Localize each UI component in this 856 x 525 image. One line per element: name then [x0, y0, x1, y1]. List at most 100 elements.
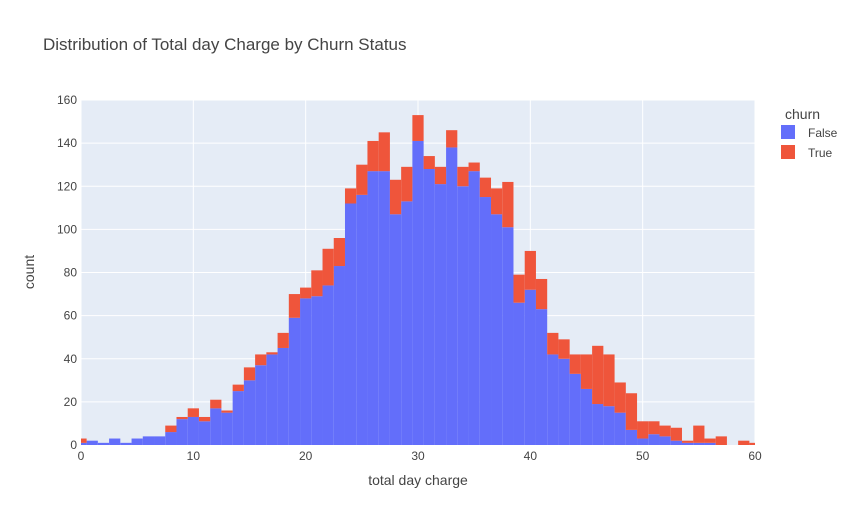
bar-false — [311, 296, 323, 445]
bar-false — [637, 438, 649, 445]
bar-false — [187, 416, 199, 445]
bar-true — [288, 294, 301, 318]
bar-true — [300, 287, 312, 299]
bar-false — [221, 412, 233, 445]
bar-true — [232, 384, 244, 392]
bar-true — [378, 132, 390, 172]
x-tick-label: 10 — [187, 449, 201, 463]
bar-true — [243, 367, 256, 381]
bar-false — [277, 347, 289, 445]
bar-true — [535, 278, 548, 310]
legend-swatch-false — [781, 125, 795, 139]
bar-true — [457, 166, 469, 187]
bar-false — [378, 171, 390, 445]
bar-false — [491, 214, 503, 445]
bar-true — [637, 421, 649, 439]
bar-false — [86, 440, 98, 445]
y-axis-label: count — [21, 255, 37, 289]
bar-true — [198, 416, 211, 422]
bar-true — [749, 442, 755, 445]
bar-true — [479, 177, 492, 198]
legend-title: churn — [785, 106, 820, 122]
bar-false — [670, 440, 682, 445]
bar-false — [176, 419, 188, 445]
x-axis-label: total day charge — [368, 472, 468, 488]
bar-true — [187, 408, 199, 417]
bar-false — [131, 438, 143, 445]
y-tick-label: 60 — [64, 309, 78, 323]
bar-true — [513, 274, 525, 303]
bar-false — [580, 388, 593, 445]
legend-item-false[interactable]: False — [781, 125, 838, 140]
bar-false — [266, 354, 278, 445]
bar-false — [255, 365, 267, 445]
y-axis-ticks: 0 20 40 60 80 100 120 140 160 — [57, 93, 77, 452]
bar-false — [412, 140, 424, 445]
bar-true — [423, 156, 435, 169]
bar-false — [693, 442, 705, 445]
bar-false — [457, 186, 469, 445]
y-tick-label: 20 — [64, 395, 78, 409]
legend-label-false: False — [808, 126, 838, 140]
y-tick-label: 140 — [57, 136, 77, 150]
bar-false — [524, 289, 536, 445]
bar-true — [547, 332, 559, 355]
bar-false — [479, 197, 492, 445]
bar-true — [176, 416, 188, 420]
bar-false — [603, 406, 615, 445]
bar-true — [389, 179, 402, 215]
bar-false — [97, 442, 110, 445]
bar-true — [614, 382, 626, 413]
bar-false — [210, 408, 222, 445]
bar-true — [412, 115, 424, 141]
bar-true — [221, 410, 233, 413]
bar-true — [738, 440, 750, 445]
bar-false — [344, 203, 357, 445]
bar-false — [81, 442, 87, 445]
bar-false — [547, 354, 559, 445]
bar-true — [165, 425, 177, 433]
y-tick-label: 40 — [64, 352, 78, 366]
bar-true — [569, 354, 581, 374]
bar-false — [300, 298, 312, 445]
bar-true — [524, 250, 536, 290]
legend: churn False True — [781, 106, 838, 160]
bar-false — [558, 358, 570, 445]
bar-false — [142, 436, 155, 445]
bar-false — [367, 171, 379, 445]
bar-false — [434, 184, 447, 445]
bar-true — [311, 270, 323, 297]
legend-item-true[interactable]: True — [781, 145, 833, 160]
bar-true — [401, 166, 413, 202]
legend-label-true: True — [808, 146, 833, 160]
bar-false — [625, 429, 638, 445]
bar-false — [154, 436, 166, 445]
bar-true — [715, 436, 727, 445]
bar-false — [401, 201, 413, 445]
chart-title: Distribution of Total day Charge by Chur… — [43, 35, 407, 54]
bar-false — [535, 309, 548, 445]
bar-false — [120, 442, 132, 445]
bar-false — [704, 442, 716, 445]
bars — [81, 115, 755, 445]
bar-false — [232, 391, 244, 445]
x-axis-ticks: 0 10 20 30 40 50 60 — [78, 449, 762, 463]
bar-true — [580, 354, 593, 389]
bar-false — [333, 266, 345, 445]
bar-true — [446, 130, 458, 148]
x-tick-label: 60 — [748, 449, 762, 463]
bar-false — [592, 404, 604, 445]
bar-false — [356, 194, 368, 445]
bar-true — [558, 339, 570, 359]
x-tick-label: 50 — [636, 449, 650, 463]
bar-false — [569, 373, 581, 445]
bar-true — [603, 354, 615, 407]
bar-true — [681, 440, 694, 443]
legend-swatch-true — [781, 145, 795, 159]
bar-true — [659, 425, 671, 437]
bar-true — [491, 188, 503, 215]
y-tick-label: 120 — [57, 179, 77, 193]
y-tick-label: 0 — [70, 438, 77, 452]
bar-false — [322, 285, 334, 445]
